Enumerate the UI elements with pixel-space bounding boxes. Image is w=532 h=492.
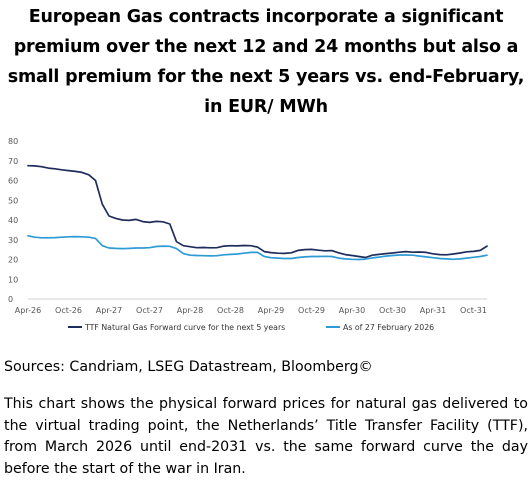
y-tick-label: 0 bbox=[8, 295, 13, 304]
x-tick-label: Oct-31 bbox=[460, 306, 487, 315]
x-tick-label: Oct-27 bbox=[136, 306, 163, 315]
y-tick-label: 30 bbox=[8, 236, 18, 245]
chart-description: This chart shows the physical forward pr… bbox=[4, 396, 528, 477]
series-layer bbox=[27, 164, 488, 261]
x-tick-label: Oct-30 bbox=[379, 306, 406, 315]
y-tick-label: 70 bbox=[8, 157, 18, 166]
x-tick-label: Apr-27 bbox=[96, 306, 122, 315]
y-axis: 0 10 20 30 40 50 60 70 80 bbox=[8, 137, 18, 304]
legend-label-1: TTF Natural Gas Forward curve for the ne… bbox=[84, 323, 285, 332]
x-tick-label: Apr-30 bbox=[339, 306, 365, 315]
y-tick-label: 50 bbox=[8, 196, 18, 205]
series-line-2 bbox=[27, 234, 488, 261]
x-tick-label: Apr-28 bbox=[177, 306, 203, 315]
x-axis: Apr-26 Oct-26 Apr-27 Oct-27 Apr-28 Oct-28 Apr-… bbox=[15, 298, 487, 315]
sources-note: Sources: Candriam, LSEG Datastream, Bloo… bbox=[4, 359, 373, 375]
x-tick-label: Oct-26 bbox=[55, 306, 82, 315]
x-tick-label: Apr-31 bbox=[420, 306, 446, 315]
y-tick-label: 60 bbox=[8, 177, 18, 186]
chart-title: European Gas contracts incorporate a sig… bbox=[7, 7, 525, 117]
legend-label-2: As of 27 February 2026 bbox=[343, 323, 434, 332]
x-tick-label: Oct-29 bbox=[298, 306, 325, 315]
y-tick-label: 20 bbox=[8, 256, 18, 265]
legend: TTF Natural Gas Forward curve for the ne… bbox=[68, 323, 434, 332]
line-chart: 0 10 20 30 40 50 60 70 80 Apr-26 Oct-26 Apr-27 Oct-… bbox=[8, 137, 488, 332]
series-line-1 bbox=[27, 164, 488, 259]
y-tick-label: 10 bbox=[8, 275, 18, 284]
x-tick-label: Oct-28 bbox=[217, 306, 244, 315]
x-tick-label: Apr-29 bbox=[258, 306, 284, 315]
x-tick-label: Apr-26 bbox=[15, 306, 41, 315]
y-tick-label: 40 bbox=[8, 216, 18, 225]
y-tick-label: 80 bbox=[8, 137, 18, 146]
